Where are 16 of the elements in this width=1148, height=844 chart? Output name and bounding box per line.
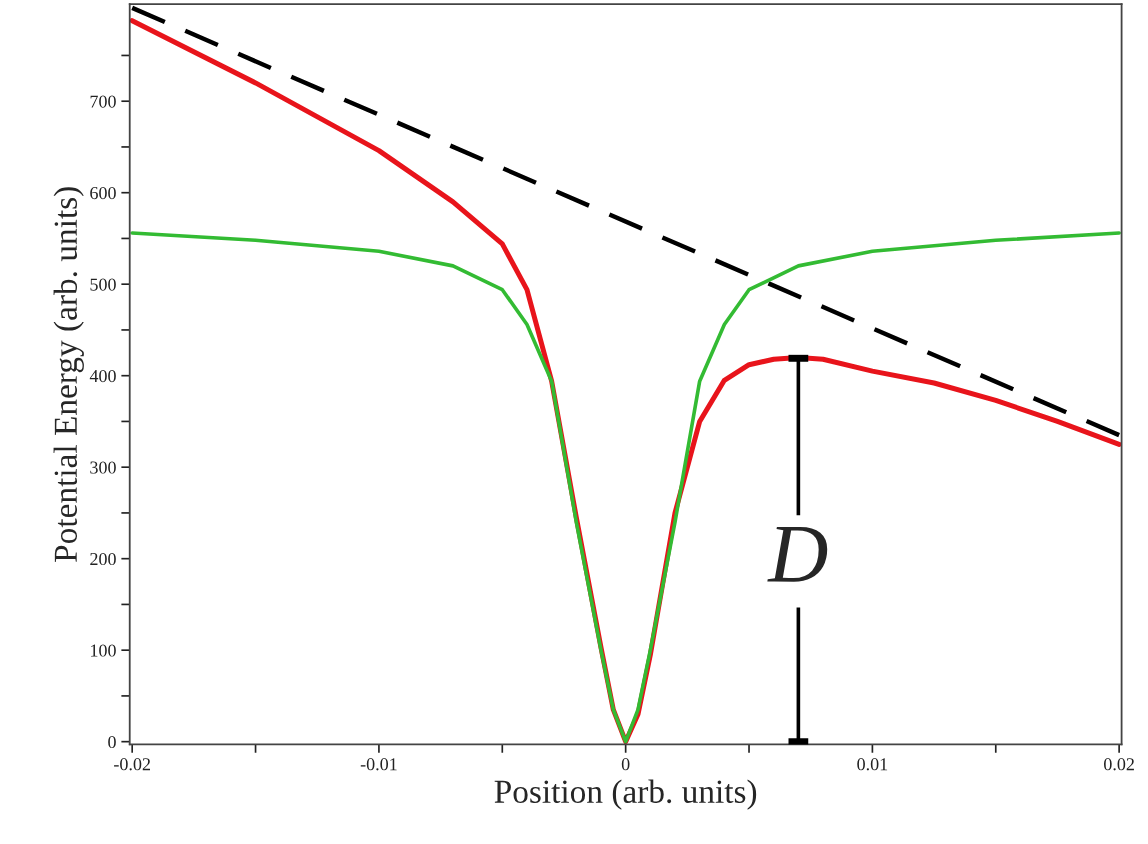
x-tick-label: -0.02 [114, 758, 150, 771]
y-tick-label: 0 [108, 735, 116, 749]
x-tick-label: -0.01 [360, 758, 397, 771]
x-tick-label: 0 [621, 758, 630, 771]
x-tick-label: 0.01 [857, 758, 888, 771]
y-tick-label: 100 [91, 644, 116, 657]
y-tick-label: 300 [90, 461, 116, 474]
x-axis-title: Position (arb. units) [494, 779, 757, 810]
y-tick-label: 200 [90, 552, 116, 566]
annotation: D [767, 526, 828, 582]
y-tick-label: 700 [90, 95, 116, 108]
x-tick-label: 0.02 [1104, 758, 1134, 771]
y-tick-label: 600 [90, 186, 116, 200]
y-tick-label: 400 [89, 369, 116, 383]
y-axis-title: Potential Energy (arb. units) [53, 187, 84, 562]
y-tick-label: 500 [90, 278, 116, 291]
